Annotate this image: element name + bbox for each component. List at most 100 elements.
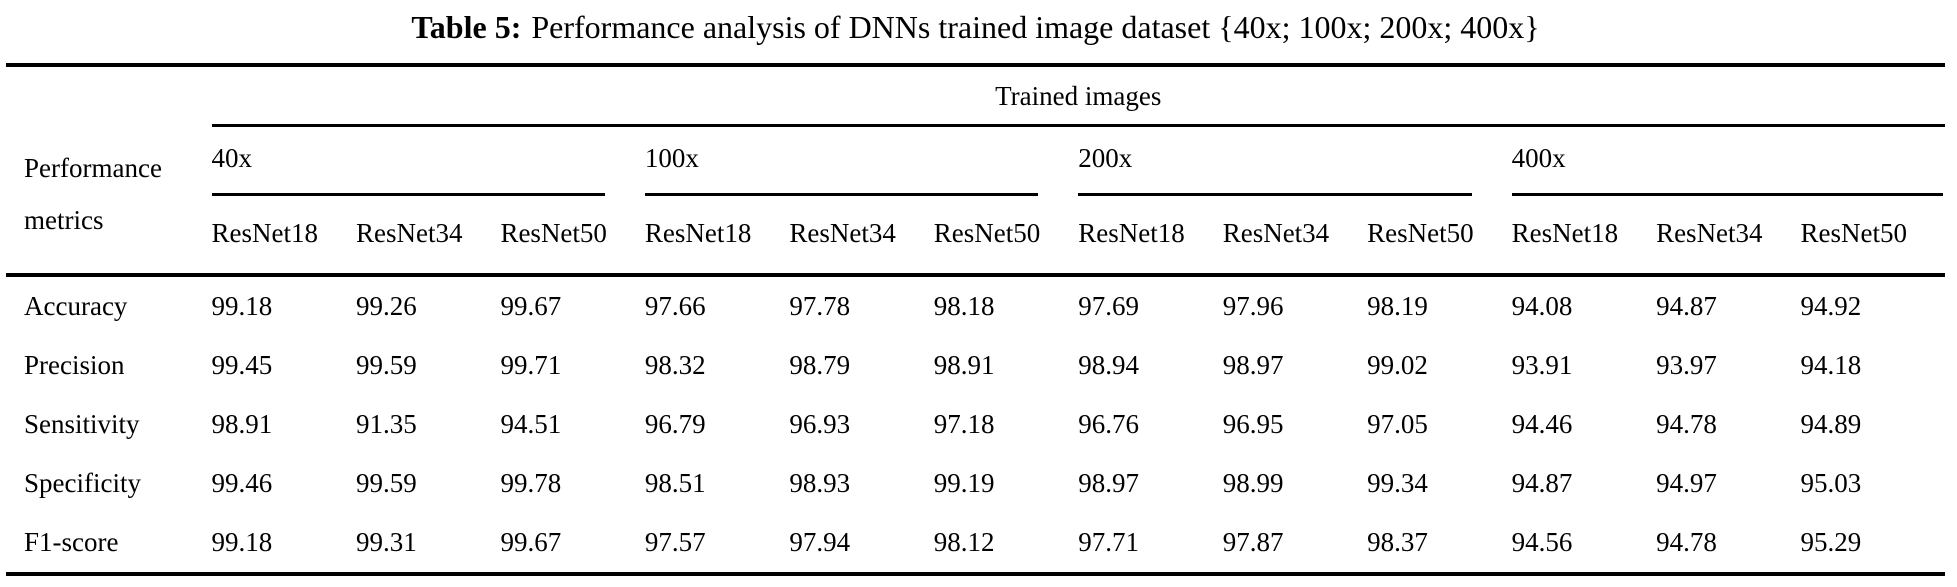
model-header-resnet34: ResNet34	[1656, 218, 1763, 249]
metric-label: F1-score	[24, 527, 119, 558]
metric-value: 94.97	[1656, 468, 1717, 499]
model-header-resnet50: ResNet50	[1800, 218, 1907, 249]
metric-value: 96.93	[789, 409, 851, 440]
magnification-group-label: 400x	[1511, 143, 1566, 174]
table-row: Sensitivity 98.91 91.35 94.51 96.79 96.93 97.1…	[6, 395, 1945, 454]
metric-value: 98.79	[789, 350, 851, 381]
metric-value: 97.78	[789, 273, 934, 337]
group-underline-rule	[1511, 193, 1943, 197]
metric-value: 94.18	[1800, 350, 1862, 381]
model-header-resnet18: ResNet18	[1511, 218, 1619, 249]
group-underline-rule	[211, 193, 605, 197]
metric-value: 99.71	[500, 350, 562, 381]
metric-value: 98.91	[933, 350, 995, 381]
metric-value: 99.59	[355, 468, 417, 499]
metric-value: 98.91	[211, 409, 273, 440]
metric-value: 97.87	[1222, 527, 1284, 558]
metric-value: 98.18	[933, 273, 1079, 337]
magnification-group-label: 40x	[211, 143, 253, 174]
table-row: Specificity 99.46 99.59 99.78 98.51 98.93 99.1…	[6, 454, 1945, 513]
metric-value: 99.18	[211, 273, 356, 337]
metric-value: 97.71	[1078, 527, 1139, 558]
model-header-resnet50: ResNet50	[500, 218, 607, 249]
magnification-group-200x: 200x	[1078, 126, 1511, 197]
metric-value: 99.18	[211, 527, 273, 558]
metric-label: Accuracy	[6, 273, 212, 337]
metric-value: 98.51	[644, 468, 706, 499]
metric-value: 97.96	[1222, 273, 1368, 337]
table-caption-text: Performance analysis of DNNs trained ima…	[531, 9, 1540, 45]
magnification-group-40x: 40x	[211, 126, 645, 197]
metric-value: 99.67	[500, 527, 562, 558]
metric-value: 94.89	[1800, 409, 1862, 440]
metric-value: 98.93	[789, 468, 851, 499]
metric-value: 97.05	[1367, 409, 1428, 440]
metric-value: 94.51	[500, 409, 562, 440]
model-header-row: ResNet18 ResNet34 ResNet50 ResNet18 ResNet34…	[6, 196, 1945, 275]
metric-value: 94.56	[1511, 527, 1573, 558]
metric-value: 97.57	[644, 527, 706, 558]
trained-images-row: Trained images	[6, 65, 1945, 128]
metric-value: 97.69	[1078, 273, 1223, 337]
table-row: Accuracy 99.18 99.26 99.67 97.66 97.78 98.18 97…	[6, 273, 1945, 337]
metric-value: 98.32	[644, 350, 706, 381]
model-header-resnet18: ResNet18	[1078, 218, 1185, 249]
metric-value: 96.95	[1222, 409, 1284, 440]
metric-value: 94.46	[1511, 409, 1573, 440]
model-header-resnet50: ResNet50	[1367, 218, 1474, 249]
table-row: F1-score 99.18 99.31 99.67 97.57 97.94 98.12 97…	[6, 513, 1945, 574]
metric-value: 94.08	[1511, 273, 1657, 337]
metric-value: 97.94	[789, 527, 851, 558]
metric-value: 99.02	[1367, 350, 1428, 381]
metric-value: 98.99	[1222, 468, 1284, 499]
model-header-resnet34: ResNet34	[789, 218, 896, 249]
performance-metrics-header: Performance metrics	[6, 126, 212, 276]
metric-value: 96.76	[1078, 409, 1139, 440]
metric-value: 99.59	[355, 350, 417, 381]
group-underline-rule	[1078, 193, 1472, 197]
trained-images-header: Trained images	[211, 65, 1945, 128]
metric-label: Sensitivity	[24, 409, 140, 440]
metric-value: 97.18	[933, 409, 995, 440]
metric-value: 94.92	[1800, 273, 1945, 337]
table-row: Precision 99.45 99.59 99.71 98.32 98.79 98.91 9…	[6, 336, 1945, 395]
metric-value: 94.78	[1656, 409, 1717, 440]
metric-value: 96.79	[644, 409, 706, 440]
metric-value: 94.87	[1511, 468, 1573, 499]
metric-label: Specificity	[24, 468, 141, 499]
metric-value: 95.29	[1800, 527, 1862, 558]
corner-spacer	[6, 65, 212, 126]
metric-value: 95.03	[1800, 468, 1862, 499]
metric-value: 98.12	[933, 527, 995, 558]
magnification-group-100x: 100x	[644, 126, 1078, 197]
metric-value: 94.78	[1656, 527, 1717, 558]
performance-metrics-line1: Performance	[24, 152, 162, 183]
metric-value: 99.46	[211, 468, 273, 499]
magnification-group-label: 100x	[644, 143, 699, 174]
model-header-resnet34: ResNet34	[355, 218, 463, 249]
model-header-resnet18: ResNet18	[211, 218, 319, 249]
metric-value: 99.26	[355, 273, 501, 337]
metric-value: 99.45	[211, 350, 273, 381]
group-underline-rule	[644, 193, 1039, 197]
metric-value: 91.35	[355, 409, 417, 440]
metric-value: 99.78	[500, 468, 562, 499]
metric-value: 93.97	[1656, 350, 1717, 381]
metric-value: 97.66	[644, 273, 790, 337]
table-caption: Table 5: Performance analysis of DNNs tra…	[6, 4, 1945, 49]
group-header-row: Performance metrics 40x 100x 200x 400x	[6, 126, 1945, 235]
metric-value: 98.97	[1222, 350, 1284, 381]
metric-value: 99.34	[1367, 468, 1428, 499]
metric-label: Precision	[24, 350, 125, 381]
metric-value: 99.31	[355, 527, 417, 558]
metric-value: 99.19	[933, 468, 995, 499]
metric-value: 99.67	[500, 273, 645, 337]
metric-value: 93.91	[1511, 350, 1573, 381]
metric-value: 98.97	[1078, 468, 1139, 499]
metric-value: 98.19	[1367, 273, 1512, 337]
metric-value: 98.94	[1078, 350, 1139, 381]
magnification-group-label: 200x	[1078, 143, 1133, 174]
metric-value: 94.87	[1656, 273, 1801, 337]
table-caption-label: Table 5:	[411, 9, 522, 45]
